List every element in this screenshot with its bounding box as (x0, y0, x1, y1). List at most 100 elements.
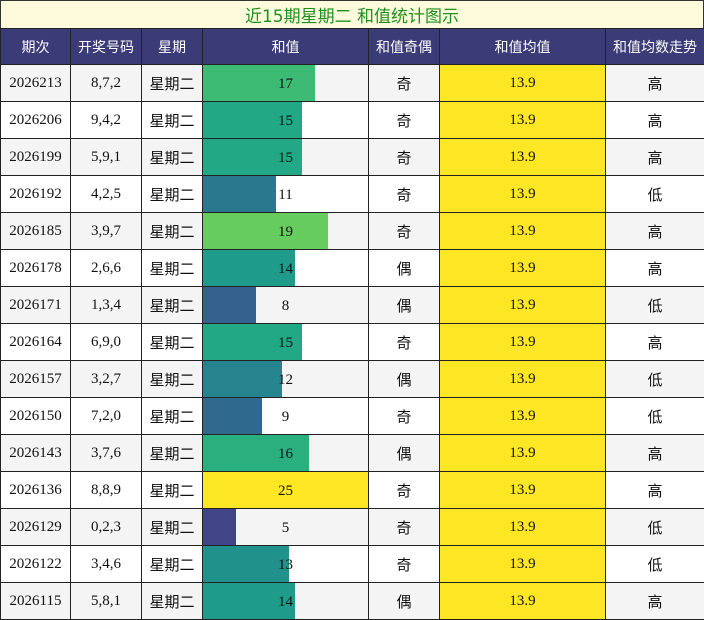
average-cell: 13.9 (440, 139, 606, 176)
sum-bar (203, 398, 262, 434)
parity-cell: 偶 (369, 361, 440, 398)
period-cell: 2026185 (1, 213, 71, 250)
period-cell: 2026199 (1, 139, 71, 176)
sum-cell: 15 (203, 139, 369, 176)
numbers-cell: 2,6,6 (71, 250, 142, 287)
sum-bar (203, 509, 236, 545)
average-cell: 13.9 (440, 324, 606, 361)
sum-value-label: 16 (278, 446, 293, 462)
numbers-cell: 8,7,2 (71, 65, 142, 102)
trend-cell: 低 (606, 361, 704, 398)
average-cell: 13.9 (440, 509, 606, 546)
numbers-cell: 1,3,4 (71, 287, 142, 324)
parity-cell: 奇 (369, 546, 440, 583)
parity-cell: 奇 (369, 176, 440, 213)
trend-cell: 高 (606, 583, 704, 620)
trend-cell: 高 (606, 139, 704, 176)
parity-cell: 奇 (369, 398, 440, 435)
chart-title: 近15期星期二 和值统计图示 (0, 0, 704, 29)
sum-cell: 15 (203, 324, 369, 361)
weekday-cell: 星期二 (142, 509, 203, 546)
parity-cell: 奇 (369, 65, 440, 102)
period-cell: 2026150 (1, 398, 71, 435)
trend-cell: 高 (606, 472, 704, 509)
numbers-cell: 4,2,5 (71, 176, 142, 213)
sum-bar (203, 65, 315, 101)
sum-cell: 11 (203, 176, 369, 213)
weekday-cell: 星期二 (142, 361, 203, 398)
numbers-cell: 3,2,7 (71, 361, 142, 398)
trend-cell: 低 (606, 509, 704, 546)
average-cell: 13.9 (440, 102, 606, 139)
trend-cell: 低 (606, 287, 704, 324)
numbers-cell: 3,4,6 (71, 546, 142, 583)
parity-cell: 奇 (369, 472, 440, 509)
period-cell: 2026213 (1, 65, 71, 102)
sum-value-label: 8 (282, 298, 290, 314)
weekday-cell: 星期二 (142, 139, 203, 176)
parity-cell: 偶 (369, 583, 440, 620)
numbers-cell: 7,2,0 (71, 398, 142, 435)
trend-cell: 高 (606, 435, 704, 472)
numbers-cell: 3,9,7 (71, 213, 142, 250)
sum-cell: 15 (203, 102, 369, 139)
trend-cell: 低 (606, 546, 704, 583)
weekday-cell: 星期二 (142, 213, 203, 250)
sum-cell: 12 (203, 361, 369, 398)
sum-cell: 14 (203, 583, 369, 620)
period-cell: 2026129 (1, 509, 71, 546)
sum-value-label: 5 (282, 520, 290, 536)
sum-cell: 8 (203, 287, 369, 324)
average-cell: 13.9 (440, 546, 606, 583)
header-period: 期次 (1, 29, 71, 65)
header-average: 和值均值 (440, 29, 606, 65)
weekday-cell: 星期二 (142, 472, 203, 509)
parity-cell: 偶 (369, 435, 440, 472)
header-trend: 和值均数走势 (606, 29, 704, 65)
trend-cell: 低 (606, 176, 704, 213)
sum-bar (203, 176, 276, 212)
parity-cell: 奇 (369, 139, 440, 176)
sum-cell: 16 (203, 435, 369, 472)
weekday-cell: 星期二 (142, 176, 203, 213)
header-sum: 和值 (203, 29, 369, 65)
average-cell: 13.9 (440, 65, 606, 102)
average-cell: 13.9 (440, 213, 606, 250)
period-cell: 2026171 (1, 287, 71, 324)
header-parity: 和值奇偶 (369, 29, 440, 65)
sum-bar (203, 361, 282, 397)
numbers-cell: 3,7,6 (71, 435, 142, 472)
parity-cell: 奇 (369, 102, 440, 139)
weekday-cell: 星期二 (142, 435, 203, 472)
numbers-cell: 0,2,3 (71, 509, 142, 546)
header-weekday: 星期 (142, 29, 203, 65)
weekday-cell: 星期二 (142, 583, 203, 620)
sum-bar (203, 287, 256, 323)
weekday-cell: 星期二 (142, 324, 203, 361)
sum-value-label: 14 (278, 261, 293, 277)
parity-cell: 偶 (369, 250, 440, 287)
weekday-cell: 星期二 (142, 102, 203, 139)
parity-cell: 偶 (369, 287, 440, 324)
sum-bar (203, 546, 289, 582)
period-cell: 2026178 (1, 250, 71, 287)
weekday-cell: 星期二 (142, 250, 203, 287)
trend-cell: 低 (606, 398, 704, 435)
average-cell: 13.9 (440, 583, 606, 620)
period-cell: 2026115 (1, 583, 71, 620)
average-cell: 13.9 (440, 287, 606, 324)
sum-value-label: 15 (278, 335, 293, 351)
